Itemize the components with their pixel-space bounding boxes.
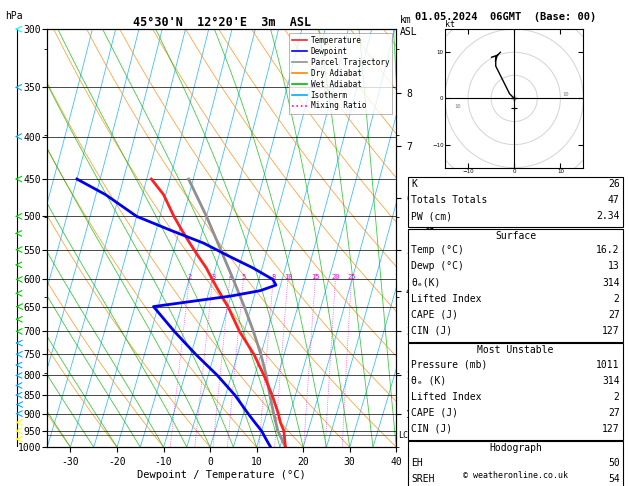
Text: CAPE (J): CAPE (J) bbox=[411, 310, 459, 320]
Text: Surface: Surface bbox=[495, 231, 536, 241]
Text: kt: kt bbox=[445, 20, 455, 29]
Text: 10: 10 bbox=[284, 274, 292, 280]
Text: 10: 10 bbox=[454, 104, 460, 109]
Text: θₑ(K): θₑ(K) bbox=[411, 278, 441, 288]
Text: K: K bbox=[411, 179, 417, 190]
Text: 1011: 1011 bbox=[596, 360, 620, 370]
Text: EH: EH bbox=[411, 458, 423, 468]
Text: CAPE (J): CAPE (J) bbox=[411, 408, 459, 418]
Text: 16.2: 16.2 bbox=[596, 245, 620, 256]
Text: 2: 2 bbox=[614, 294, 620, 304]
Text: Pressure (mb): Pressure (mb) bbox=[411, 360, 487, 370]
Text: 50: 50 bbox=[608, 458, 620, 468]
Text: 01.05.2024  06GMT  (Base: 00): 01.05.2024 06GMT (Base: 00) bbox=[415, 12, 596, 22]
Text: Lifted Index: Lifted Index bbox=[411, 294, 482, 304]
Title: 45°30'N  12°20'E  3m  ASL: 45°30'N 12°20'E 3m ASL bbox=[133, 16, 311, 29]
Text: 15: 15 bbox=[311, 274, 320, 280]
Text: 27: 27 bbox=[608, 408, 620, 418]
Text: SREH: SREH bbox=[411, 474, 435, 484]
Text: 314: 314 bbox=[602, 376, 620, 386]
Text: 2.34: 2.34 bbox=[596, 211, 620, 222]
Text: 127: 127 bbox=[602, 326, 620, 336]
Text: Temp (°C): Temp (°C) bbox=[411, 245, 464, 256]
Text: Dewp (°C): Dewp (°C) bbox=[411, 261, 464, 272]
Text: 4: 4 bbox=[228, 274, 233, 280]
Text: LCL: LCL bbox=[398, 431, 413, 440]
Text: CIN (J): CIN (J) bbox=[411, 424, 452, 434]
Text: 27: 27 bbox=[608, 310, 620, 320]
Text: 25: 25 bbox=[347, 274, 356, 280]
Text: 5: 5 bbox=[242, 274, 246, 280]
Text: CIN (J): CIN (J) bbox=[411, 326, 452, 336]
Y-axis label: Mixing Ratio (g/kg): Mixing Ratio (g/kg) bbox=[423, 182, 433, 294]
Text: 47: 47 bbox=[608, 195, 620, 206]
Legend: Temperature, Dewpoint, Parcel Trajectory, Dry Adiabat, Wet Adiabat, Isotherm, Mi: Temperature, Dewpoint, Parcel Trajectory… bbox=[289, 33, 392, 114]
Text: 10: 10 bbox=[563, 92, 569, 97]
Text: 314: 314 bbox=[602, 278, 620, 288]
Text: 2: 2 bbox=[614, 392, 620, 402]
Text: km: km bbox=[399, 15, 411, 25]
Text: 54: 54 bbox=[608, 474, 620, 484]
Text: PW (cm): PW (cm) bbox=[411, 211, 452, 222]
Text: © weatheronline.co.uk: © weatheronline.co.uk bbox=[464, 471, 568, 480]
Text: 2: 2 bbox=[188, 274, 192, 280]
Text: Totals Totals: Totals Totals bbox=[411, 195, 487, 206]
Text: θₑ (K): θₑ (K) bbox=[411, 376, 447, 386]
X-axis label: Dewpoint / Temperature (°C): Dewpoint / Temperature (°C) bbox=[137, 469, 306, 480]
Text: 127: 127 bbox=[602, 424, 620, 434]
Text: Lifted Index: Lifted Index bbox=[411, 392, 482, 402]
Text: hPa: hPa bbox=[5, 11, 23, 21]
Text: ASL: ASL bbox=[399, 27, 417, 37]
Text: Most Unstable: Most Unstable bbox=[477, 345, 554, 355]
Text: 26: 26 bbox=[608, 179, 620, 190]
Text: 3: 3 bbox=[211, 274, 215, 280]
Text: 8: 8 bbox=[272, 274, 276, 280]
Text: 13: 13 bbox=[608, 261, 620, 272]
Text: Hodograph: Hodograph bbox=[489, 443, 542, 453]
Text: 20: 20 bbox=[331, 274, 340, 280]
